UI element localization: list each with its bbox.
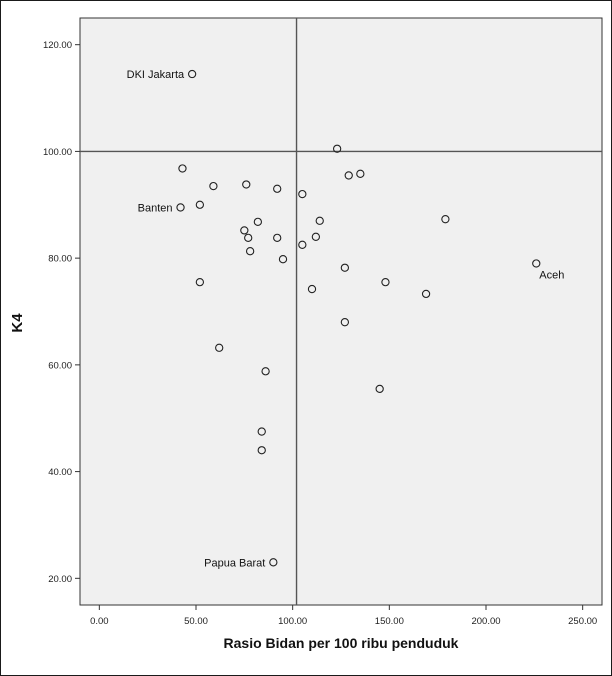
scatter-point (344, 171, 353, 180)
scatter-point (278, 255, 288, 264)
y-tick-label: 100.00 (43, 147, 72, 158)
x-tick-label: 0.00 (90, 616, 109, 627)
x-tick-label: 250.00 (568, 616, 597, 627)
y-axis-title: K4 (9, 313, 26, 333)
scatter-point (240, 226, 249, 235)
scatter-point (261, 367, 270, 376)
scatter-point (298, 189, 307, 199)
scatter-point (273, 233, 282, 243)
y-axis: 20.00 40.00 60.00 80.00 100.00 120.00 (43, 40, 80, 585)
x-tick-label: 50.00 (184, 616, 208, 627)
scatter-point (253, 217, 263, 226)
scatter-point (421, 289, 431, 299)
scatter-point (244, 233, 253, 243)
scatter-point (273, 184, 282, 193)
scatter-point (195, 200, 205, 209)
y-tick-label: 60.00 (48, 360, 72, 371)
point-label: Banten (138, 202, 173, 214)
x-tick-label: 200.00 (471, 616, 500, 627)
x-tick-label: 100.00 (278, 616, 307, 627)
scatter-point (356, 169, 365, 178)
y-tick-label: 20.00 (48, 574, 72, 585)
scatter-point (178, 164, 187, 173)
scatter-point (532, 259, 541, 268)
plot-area (79, 17, 603, 606)
x-axis: 0.00 50.00 100.00 150.00 200.00 250.00 (90, 605, 597, 627)
reference-lines (80, 18, 602, 605)
scatter-point (187, 69, 197, 79)
scatter-point (245, 247, 255, 256)
scatter-point (375, 384, 384, 394)
y-tick-label: 120.00 (43, 40, 72, 51)
scatter-point (257, 427, 266, 436)
x-axis-title: Rasio Bidan per 100 ribu penduduk (224, 635, 459, 651)
data-points (176, 69, 541, 567)
point-label: Papua Barat (204, 557, 265, 569)
y-tick-label: 40.00 (48, 467, 72, 478)
scatter-point (332, 144, 342, 153)
scatter-point (340, 263, 350, 272)
scatter-point (340, 318, 350, 327)
scatter-point (209, 181, 218, 191)
scatter-point (257, 446, 266, 455)
scatter-point (242, 180, 251, 189)
scatter-point (298, 240, 307, 249)
point-label: DKI Jakarta (127, 69, 185, 81)
x-tick-label: 150.00 (375, 616, 404, 627)
scatter-point (176, 203, 185, 212)
scatter-point (215, 343, 224, 352)
point-labels: DKI Jakarta Banten Aceh Papua Barat (127, 69, 565, 569)
scatter-point (441, 215, 450, 224)
scatter-point (381, 277, 390, 287)
scatter-point (269, 558, 278, 567)
y-tick-label: 80.00 (48, 254, 72, 265)
scatter-point (195, 277, 205, 287)
scatter-point (311, 232, 321, 241)
scatter-point (307, 284, 317, 294)
point-label: Aceh (539, 269, 564, 281)
scatter-point (315, 216, 324, 225)
